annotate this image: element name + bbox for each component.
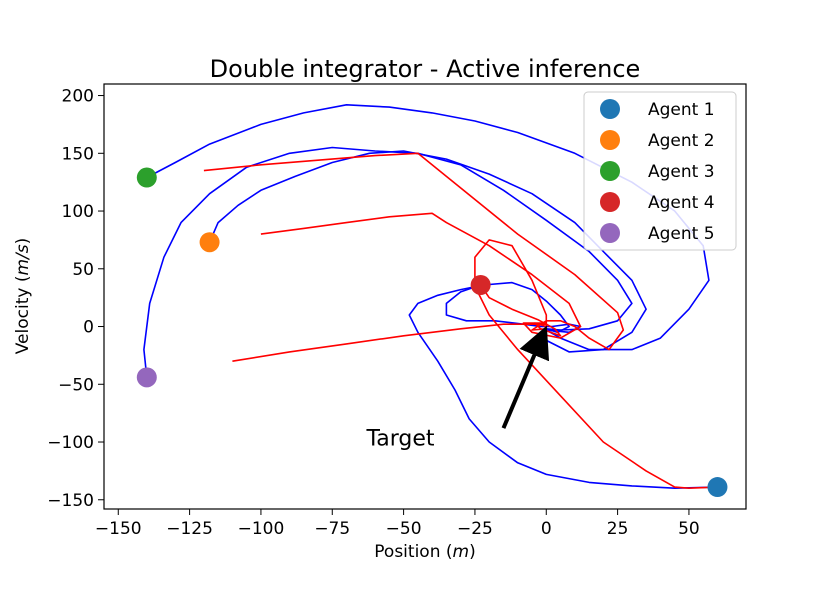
agent-markers — [136, 167, 728, 498]
agent-3-marker — [136, 167, 157, 188]
x-tick-label: 50 — [678, 519, 700, 539]
chart-title: Double integrator - Active inference — [210, 55, 641, 83]
legend: Agent 1 Agent 2 Agent 3 Agent 4 Agent 5 — [583, 91, 737, 251]
legend-box — [583, 91, 737, 251]
y-tick-label: −50 — [58, 375, 94, 395]
x-tick-label: −25 — [457, 519, 493, 539]
series-layer — [143, 104, 718, 489]
trajectory-line-10 — [479, 284, 562, 337]
x-tick-label: −75 — [314, 519, 350, 539]
y-axis: −150 −100 −50 0 50 100 150 200 — [47, 87, 104, 511]
x-axis: −150 −125 −100 −75 −50 −25 0 25 50 — [95, 509, 700, 539]
x-tick-label: −100 — [238, 519, 285, 539]
target-annotation-label: Target — [366, 426, 435, 451]
trajectory-line-8 — [232, 323, 547, 362]
x-tick-label: −150 — [95, 519, 142, 539]
trajectory-line-5 — [445, 284, 582, 334]
agent-1-marker — [707, 477, 728, 498]
agent-5-marker — [136, 367, 157, 388]
legend-swatch-agent-1 — [600, 99, 620, 119]
x-tick-label: −125 — [166, 519, 213, 539]
agent-4-marker — [470, 274, 491, 295]
x-tick-label: 0 — [541, 519, 552, 539]
y-tick-label: 0 — [83, 318, 94, 338]
legend-swatch-agent-2 — [600, 130, 620, 150]
plot-frame — [103, 83, 747, 510]
y-tick-label: 100 — [62, 202, 94, 222]
annotation-layer: Target — [366, 325, 550, 451]
y-tick-label: −150 — [47, 491, 94, 511]
trajectory-line-7 — [260, 212, 582, 339]
legend-label-agent-2: Agent 2 — [648, 131, 715, 151]
legend-label-agent-3: Agent 3 — [648, 162, 715, 182]
legend-swatch-agent-4 — [600, 192, 620, 212]
y-tick-label: −100 — [47, 433, 94, 453]
target-arrow — [501, 325, 550, 429]
trajectory-line-2 — [146, 104, 710, 351]
trajectory-line-6 — [203, 152, 625, 351]
trajectory-line-4 — [408, 281, 718, 489]
trajectory-line-3 — [208, 150, 647, 353]
agent-2-marker — [199, 232, 220, 253]
y-tick-label: 200 — [62, 87, 94, 107]
y-tick-label: 50 — [72, 260, 94, 280]
x-tick-label: −50 — [386, 519, 422, 539]
x-axis-label: Position (m) — [374, 542, 475, 562]
legend-label-agent-5: Agent 5 — [648, 224, 715, 244]
legend-label-agent-1: Agent 1 — [648, 100, 715, 120]
legend-swatch-agent-3 — [600, 161, 620, 181]
legend-swatch-agent-5 — [600, 223, 620, 243]
y-axis-label: Velocity (m/s) — [13, 238, 33, 355]
x-tick-label: 25 — [607, 519, 629, 539]
y-tick-label: 150 — [62, 144, 94, 164]
legend-label-agent-4: Agent 4 — [648, 193, 715, 213]
trajectory-line-9 — [474, 239, 718, 489]
